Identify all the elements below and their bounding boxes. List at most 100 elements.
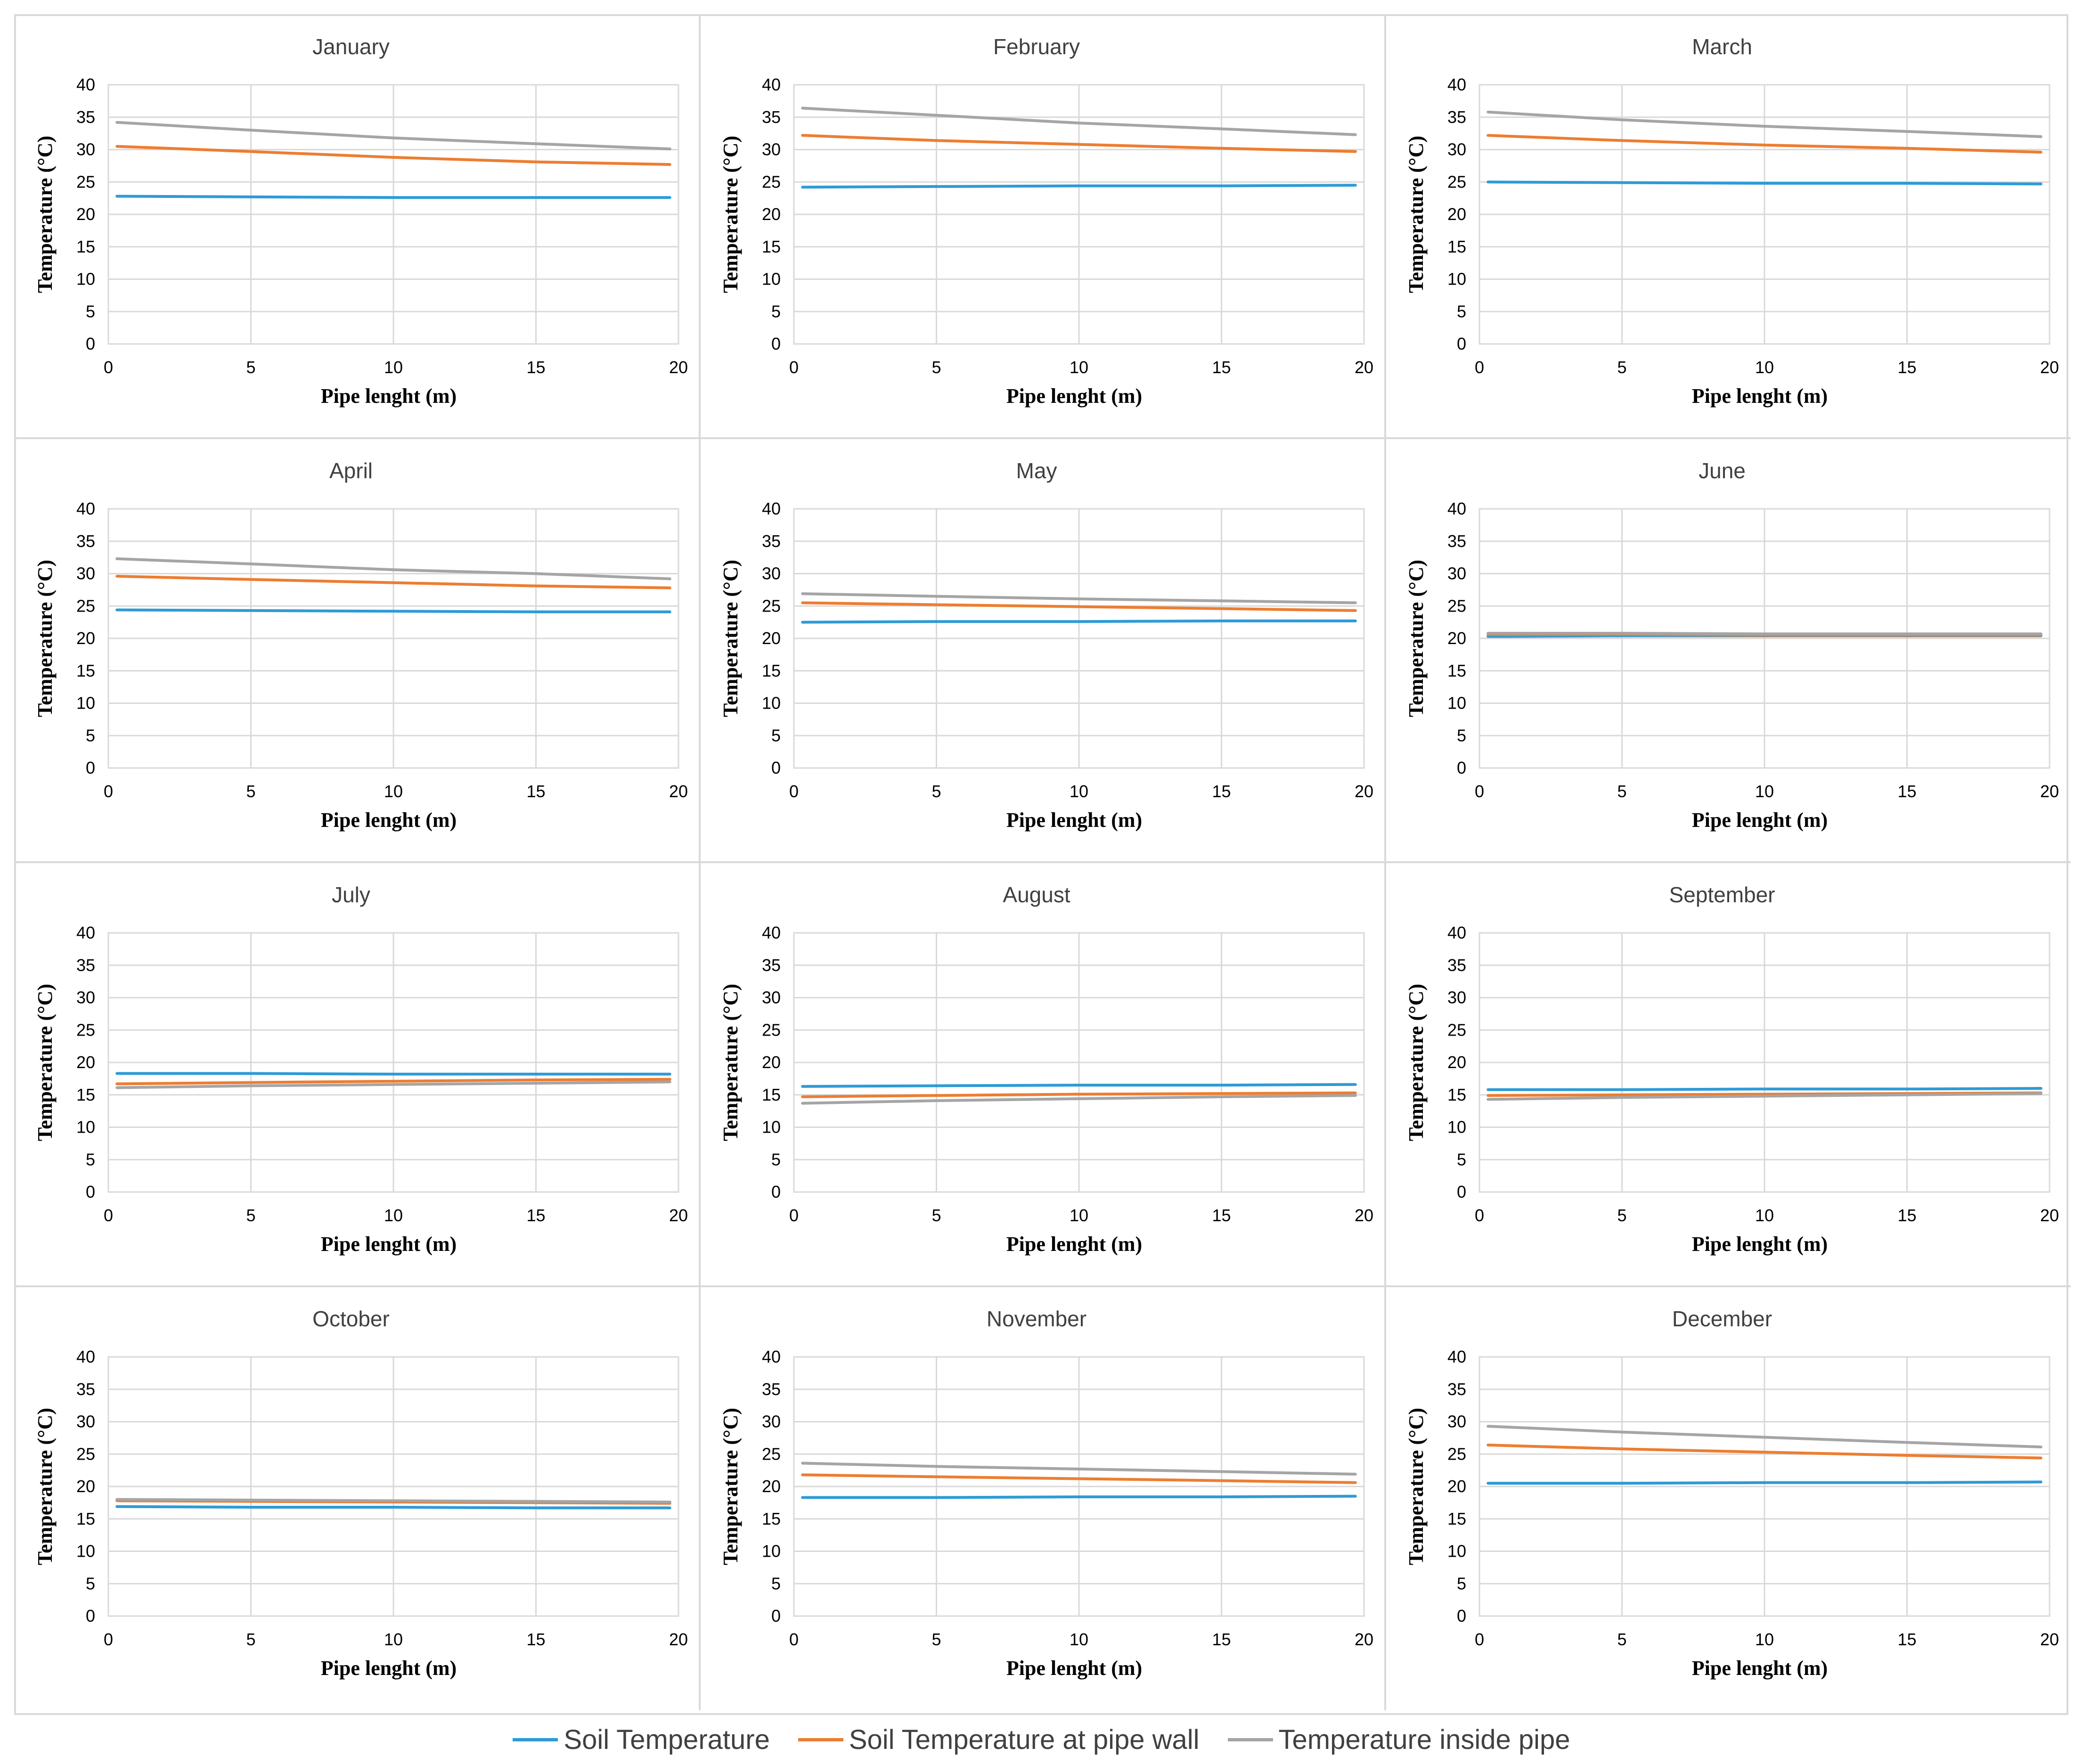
- y-tick-label: 15: [762, 237, 781, 256]
- x-tick-label: 20: [1355, 1206, 1373, 1225]
- x-axis-label: Pipe lenght (m): [1692, 384, 1828, 408]
- series-line-inside: [115, 557, 671, 580]
- y-tick-label: 25: [762, 1444, 781, 1463]
- y-axis-label: Temperature (°C): [33, 1408, 57, 1565]
- x-tick-label: 15: [1212, 358, 1231, 377]
- x-axis-label: Pipe lenght (m): [321, 1657, 457, 1680]
- y-tick-label: 40: [762, 1347, 781, 1366]
- x-tick-label: 0: [104, 782, 113, 801]
- series-line-inside: [801, 1462, 1357, 1476]
- series-line-soil: [801, 1494, 1357, 1499]
- legend-label-inside: Temperature inside pipe: [1278, 1724, 1570, 1755]
- x-tick-label: 20: [669, 782, 688, 801]
- y-tick-label: 10: [76, 694, 95, 713]
- x-tick-label: 0: [104, 358, 113, 377]
- x-tick-label: 10: [1070, 1206, 1088, 1225]
- series-line-soil: [115, 1505, 671, 1510]
- y-tick-label: 5: [1457, 726, 1466, 745]
- series-line-soil: [115, 195, 671, 199]
- x-tick-label: 15: [526, 1630, 545, 1649]
- y-tick-label: 30: [1447, 140, 1466, 159]
- y-tick-label: 5: [771, 302, 781, 321]
- y-tick-label: 10: [1447, 694, 1466, 713]
- y-tick-label: 10: [1447, 1542, 1466, 1561]
- chart-panel-october: October 0 5 10 15 20 25 30 35 40 0 5 10 15 20 Pipe leng…: [33, 1307, 688, 1680]
- y-tick-label: 30: [762, 564, 781, 583]
- series-line-soil: [801, 619, 1357, 624]
- y-tick-label: 40: [76, 499, 95, 518]
- series-line-inside: [1487, 632, 2042, 636]
- y-tick-label: 40: [1447, 923, 1466, 942]
- y-tick-label: 20: [76, 1053, 95, 1072]
- x-axis-label: Pipe lenght (m): [321, 384, 457, 408]
- y-axis-label: Temperature (°C): [719, 560, 742, 717]
- y-tick-label: 0: [771, 1606, 781, 1625]
- y-tick-label: 10: [76, 1542, 95, 1561]
- x-axis-label: Pipe lenght (m): [1006, 1657, 1142, 1680]
- x-tick-label: 20: [2040, 1630, 2059, 1649]
- x-tick-label: 10: [1755, 1630, 1774, 1649]
- x-tick-label: 5: [1617, 1206, 1626, 1225]
- x-tick-label: 20: [669, 1630, 688, 1649]
- x-tick-label: 0: [789, 782, 799, 801]
- chart-panel-april: April 0 5 10 15 20 25 30 35 40 0 5 10 15 20 Pipe lenght…: [33, 458, 688, 832]
- series-line-inside: [1487, 1092, 2042, 1101]
- y-tick-label: 5: [86, 1150, 95, 1169]
- x-tick-label: 5: [1617, 358, 1626, 377]
- y-tick-label: 0: [771, 1182, 781, 1201]
- y-tick-label: 10: [762, 1542, 781, 1561]
- series-line-soil: [801, 1083, 1357, 1088]
- y-tick-label: 10: [1447, 270, 1466, 289]
- y-axis-label: Temperature (°C): [33, 136, 57, 293]
- y-tick-label: 15: [762, 1509, 781, 1528]
- legend-item-soil: Soil Temperature: [513, 1724, 770, 1756]
- y-tick-label: 25: [1447, 172, 1466, 191]
- y-tick-label: 25: [76, 172, 95, 191]
- x-tick-label: 10: [384, 782, 403, 801]
- y-tick-label: 0: [1457, 334, 1466, 353]
- y-tick-label: 0: [86, 1182, 95, 1201]
- chart-panel-may: May 0 5 10 15 20 25 30 35 40 0 5 10 15 20 Pipe lenght (…: [719, 458, 1373, 832]
- y-tick-label: 25: [1447, 1020, 1466, 1039]
- y-tick-label: 35: [762, 956, 781, 975]
- y-tick-label: 0: [86, 334, 95, 353]
- series-line-soil: [1487, 180, 2042, 186]
- x-tick-label: 20: [2040, 1206, 2059, 1225]
- y-tick-label: 35: [1447, 956, 1466, 975]
- x-tick-label: 5: [931, 782, 941, 801]
- legend-item-inside: Temperature inside pipe: [1227, 1724, 1570, 1756]
- y-tick-label: 20: [1447, 629, 1466, 648]
- x-axis-label: Pipe lenght (m): [1006, 808, 1142, 832]
- y-tick-label: 30: [762, 1412, 781, 1431]
- y-axis-label: Temperature (°C): [1405, 560, 1428, 717]
- x-tick-label: 20: [1355, 1630, 1373, 1649]
- y-tick-label: 35: [762, 531, 781, 551]
- series-line-soil: [1487, 1480, 2042, 1485]
- series-line-wall: [801, 134, 1357, 153]
- x-axis-label: Pipe lenght (m): [321, 1233, 457, 1256]
- chart-title: March: [1692, 34, 1752, 59]
- y-tick-label: 10: [76, 270, 95, 289]
- y-tick-label: 40: [76, 75, 95, 94]
- x-axis-label: Pipe lenght (m): [1692, 1233, 1828, 1256]
- x-tick-label: 15: [1212, 1630, 1231, 1649]
- y-tick-label: 40: [762, 923, 781, 942]
- y-tick-label: 35: [76, 1380, 95, 1399]
- x-tick-label: 15: [1897, 1206, 1916, 1225]
- y-tick-label: 0: [771, 758, 781, 777]
- y-tick-label: 10: [762, 270, 781, 289]
- x-axis-label: Pipe lenght (m): [1006, 1233, 1142, 1256]
- y-tick-label: 15: [76, 1509, 95, 1528]
- series-line-inside: [801, 1094, 1357, 1105]
- y-tick-label: 5: [771, 726, 781, 745]
- chart-grid: January 0 5 10 15 20 25 30 35 40 0 5 10 15 20 Pipe leng…: [14, 14, 2071, 1710]
- legend-swatch-wall: [798, 1738, 843, 1741]
- chart-title: January: [312, 34, 390, 59]
- y-tick-label: 40: [1447, 499, 1466, 518]
- y-tick-label: 15: [76, 1085, 95, 1104]
- x-tick-label: 10: [1070, 1630, 1088, 1649]
- x-tick-label: 0: [789, 1206, 799, 1225]
- x-tick-label: 15: [1212, 782, 1231, 801]
- series-line-wall: [801, 1091, 1357, 1098]
